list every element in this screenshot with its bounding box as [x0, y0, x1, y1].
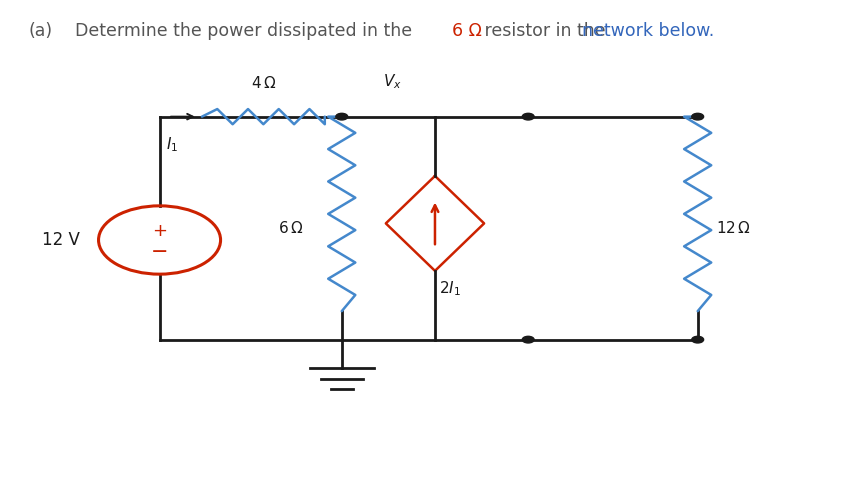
Circle shape: [521, 336, 533, 343]
Text: $4\,\Omega$: $4\,\Omega$: [250, 74, 276, 91]
Text: (a): (a): [28, 22, 52, 40]
Text: $2I_1$: $2I_1$: [439, 279, 461, 298]
Text: $V_x$: $V_x$: [383, 72, 401, 91]
Text: 6 Ω: 6 Ω: [452, 22, 481, 40]
Circle shape: [691, 336, 703, 343]
Text: network below.: network below.: [581, 22, 713, 40]
Text: 12 V: 12 V: [42, 231, 80, 249]
Text: $6\,\Omega$: $6\,\Omega$: [278, 220, 303, 236]
Text: Determine the power dissipated in the: Determine the power dissipated in the: [75, 22, 417, 40]
Circle shape: [691, 113, 703, 120]
Text: −: −: [151, 242, 168, 262]
Text: $12\,\Omega$: $12\,\Omega$: [716, 220, 751, 236]
Text: +: +: [152, 221, 167, 240]
Text: $I_1$: $I_1$: [166, 136, 178, 155]
Circle shape: [521, 113, 533, 120]
Text: resistor in the: resistor in the: [479, 22, 610, 40]
Circle shape: [336, 113, 348, 120]
